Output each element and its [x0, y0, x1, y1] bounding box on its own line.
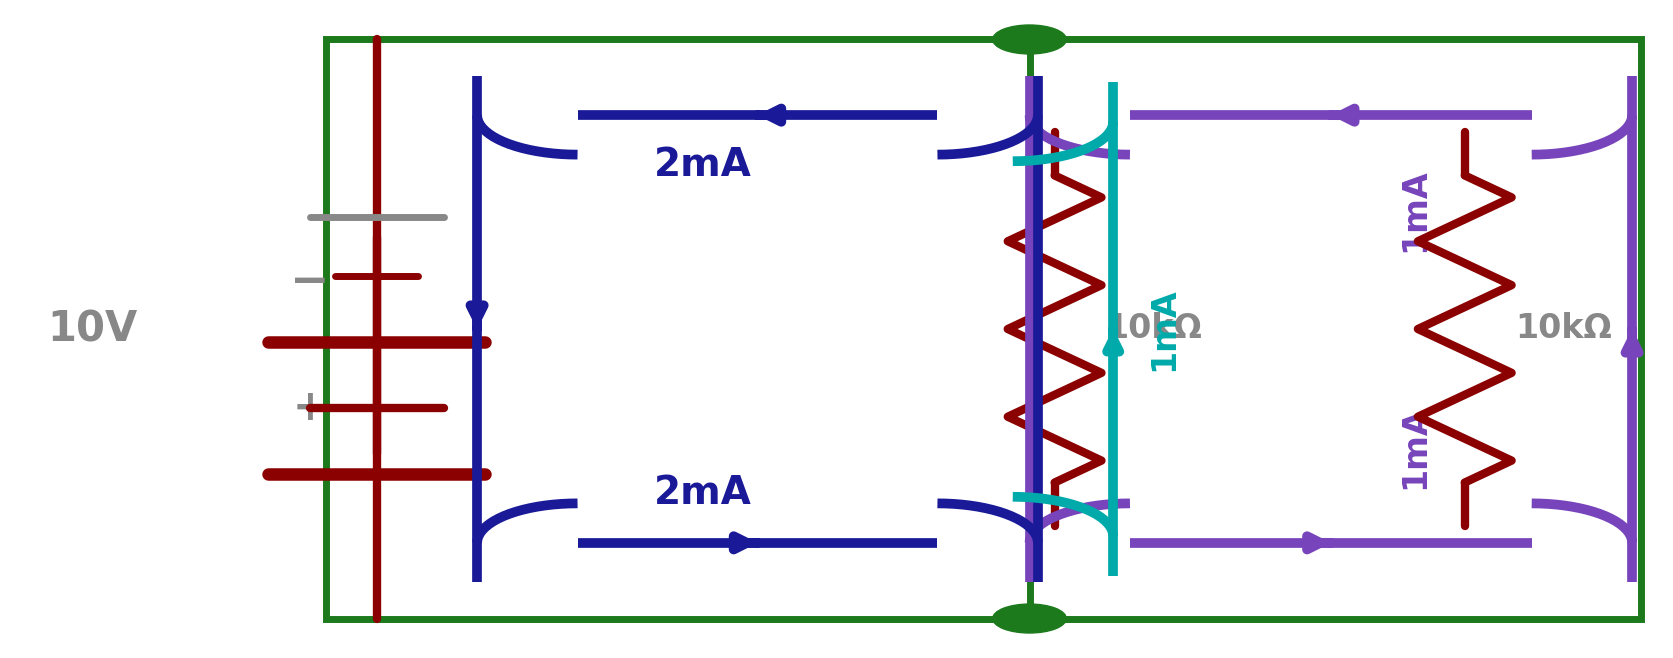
Circle shape	[992, 604, 1066, 633]
Text: 1mA: 1mA	[1146, 287, 1179, 371]
Text: 10kΩ: 10kΩ	[1104, 313, 1201, 345]
Text: 2mA: 2mA	[654, 474, 751, 513]
Text: 10V: 10V	[47, 308, 137, 350]
Circle shape	[992, 25, 1066, 54]
Text: 10kΩ: 10kΩ	[1514, 313, 1611, 345]
Text: +: +	[293, 387, 326, 429]
Text: 1mA: 1mA	[1397, 168, 1430, 253]
Text: 1mA: 1mA	[1397, 405, 1430, 490]
Text: 2mA: 2mA	[654, 145, 751, 184]
Text: −: −	[289, 261, 330, 305]
Bar	[326, 39, 1640, 619]
